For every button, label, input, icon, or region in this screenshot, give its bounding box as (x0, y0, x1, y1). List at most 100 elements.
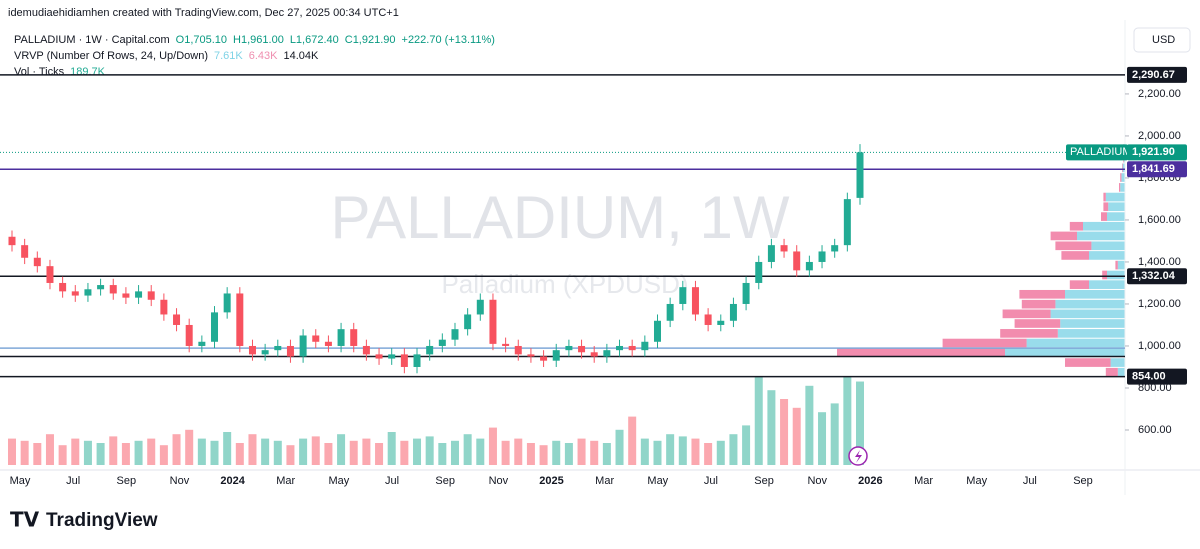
candle-body (489, 299, 497, 344)
vrvp-down (942, 338, 1027, 348)
vrvp-up (1091, 241, 1125, 251)
volume-bar (109, 436, 118, 465)
candle-body (97, 285, 105, 290)
candle-body (173, 314, 181, 325)
volume-bar (843, 377, 852, 465)
volume-bar (780, 399, 789, 465)
vrvp-up (1060, 319, 1125, 328)
vrvp-up (1117, 367, 1125, 377)
candle-body (805, 261, 813, 271)
volume-bar (729, 434, 738, 465)
volume-bar (640, 438, 649, 465)
volume-bar (564, 443, 573, 465)
candle-body (426, 345, 434, 355)
volume-bar (387, 432, 396, 465)
vrvp-down (1014, 319, 1061, 328)
y-tick-label: 1,600.00 (1138, 214, 1181, 226)
open: O1,705.10 (176, 34, 227, 46)
candle-body (223, 293, 231, 313)
vol-value: 189.7K (70, 66, 106, 78)
candle-body (211, 312, 219, 342)
vrvp-up (1083, 221, 1125, 231)
vrvp-up (1105, 192, 1125, 202)
x-tick-label: Sep (117, 475, 137, 487)
level-box (1127, 268, 1187, 285)
currency[interactable]: USD (1152, 34, 1175, 46)
volume-bar (805, 385, 814, 465)
volume-bar (742, 425, 751, 465)
currency-button[interactable] (1133, 27, 1191, 53)
candle-body (362, 345, 370, 355)
volume-bar (58, 445, 67, 465)
volume-bar (362, 438, 371, 465)
vrvp-down (1050, 231, 1077, 241)
candle-body (451, 329, 459, 340)
candle-body (653, 320, 661, 342)
candle-body (388, 354, 396, 359)
volume-bar (400, 440, 409, 465)
candle-body (565, 345, 573, 351)
candle-body (135, 291, 143, 298)
vrvp-up (1005, 348, 1125, 358)
vrvp-down (1065, 358, 1111, 367)
vrvp-up (1089, 251, 1125, 260)
x-tick-label: May (10, 475, 31, 487)
y-tick-label: 800.00 (1138, 382, 1172, 394)
volume-bar (830, 403, 839, 465)
vrvp-up (1077, 231, 1125, 241)
x-tick-label: 2024 (220, 475, 245, 487)
volume-bar (704, 443, 713, 465)
vrvp-up (1110, 358, 1125, 367)
volume-bar (286, 445, 295, 465)
attribution: idemudiaehidiamhen created with TradingV… (8, 7, 399, 19)
watermark-subtitle: Palladium (XPDUSD) (441, 269, 688, 299)
volume-bar (615, 429, 624, 465)
volume-bar (172, 434, 181, 465)
volume-bar (628, 416, 637, 465)
candle-body (704, 314, 712, 325)
volume-bar (197, 438, 206, 465)
volume-bar (767, 390, 776, 465)
volume-bar (425, 436, 434, 465)
vol: Vol · Ticks (14, 66, 65, 78)
level-box (1127, 66, 1187, 83)
vrvp-up (1120, 183, 1125, 192)
event-bolt (855, 450, 862, 463)
volume-bar (438, 443, 447, 465)
candle-body (641, 341, 649, 351)
vrvp-down (1105, 367, 1118, 377)
y-tick-label: 600.00 (1138, 424, 1172, 436)
brand: TradingView (46, 510, 158, 531)
candle-body (84, 289, 92, 296)
volume-bar (375, 443, 384, 465)
vrvp-up (1122, 163, 1125, 173)
volume-bar (147, 438, 156, 465)
volume-bar (450, 440, 459, 465)
x-tick-label: May (329, 475, 350, 487)
x-tick-label: Mar (595, 475, 614, 487)
volume-bar (235, 443, 244, 465)
x-tick-label: May (647, 475, 668, 487)
candle-body (691, 287, 699, 315)
volume-bar (96, 443, 105, 465)
x-tick-label: Mar (914, 475, 933, 487)
y-tick-label: 1,200.00 (1138, 298, 1181, 310)
last-price-label: 1,921.90 (1132, 146, 1175, 158)
x-tick-label: Jul (385, 475, 399, 487)
symbol: PALLADIUM · 1W · Capital.com (14, 34, 170, 46)
volume-bar (273, 440, 282, 465)
candle-body (413, 354, 421, 367)
x-tick-label: Jul (704, 475, 718, 487)
vrvp-up (1121, 173, 1125, 182)
change: +222.70 (+13.11%) (402, 34, 495, 46)
volume-bar (691, 438, 700, 465)
candle-body (856, 152, 864, 198)
volume-bar (33, 443, 42, 465)
x-tick-label: Nov (170, 475, 190, 487)
volume-bar (476, 438, 485, 465)
candle-body (552, 350, 560, 361)
candle-body (286, 345, 294, 357)
candle-body (8, 236, 16, 246)
x-tick-label: 2025 (539, 475, 563, 487)
